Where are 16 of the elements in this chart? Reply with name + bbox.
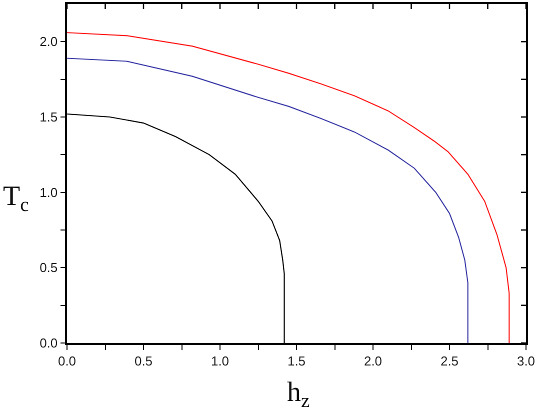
y-tick-label: 0.5 [40,260,58,276]
line-series [67,58,468,343]
y-tick-label: 1.0 [40,184,58,200]
x-tick-label: 3.0 [516,353,536,368]
y-tick-label: 0.0 [40,336,58,351]
line-series [67,32,510,343]
x-tick-label: 2.5 [440,353,459,368]
y-axis-title: T$_{c}$ [3,181,30,216]
x-tick-label: 0.0 [58,353,76,368]
y-tick-label: 1.5 [40,110,58,125]
y-tick-label: 2.0 [40,34,58,50]
x-axis-title: h$_{z}$ [287,377,310,412]
x-tick-label: 1.5 [287,353,306,368]
x-tick-label: 2.0 [364,353,382,368]
x-tick-label: 0.5 [134,353,153,368]
x-tick-label: 1.0 [210,353,230,368]
